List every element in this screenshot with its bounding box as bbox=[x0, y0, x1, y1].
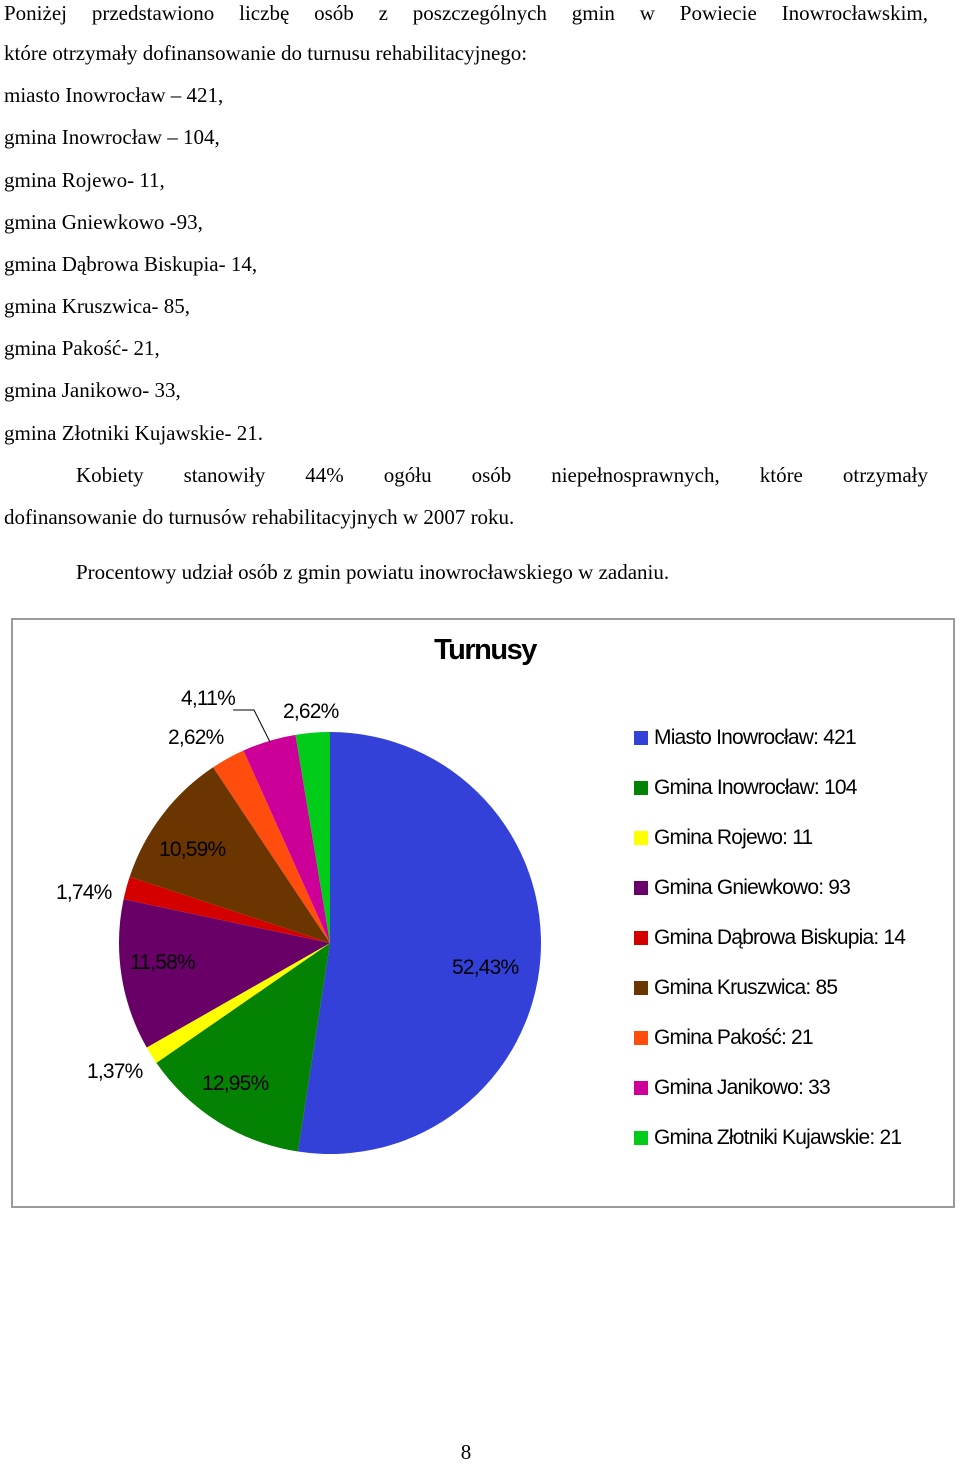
list-item: gmina Złotniki Kujawskie- 21. bbox=[4, 421, 263, 445]
chart-title: Turnusy bbox=[434, 634, 537, 666]
paragraph-line-1: Kobiety stanowiły 44% ogółu osób niepełn… bbox=[76, 463, 928, 487]
list-item: gmina Janikowo- 33, bbox=[4, 378, 181, 402]
slice-label-pakosc: 2,62% bbox=[168, 726, 224, 749]
legend-swatch bbox=[634, 981, 648, 995]
pie-slices bbox=[119, 732, 541, 1154]
slice-kruszwica bbox=[129, 767, 330, 943]
legend-swatch bbox=[634, 731, 648, 745]
legend-swatch bbox=[634, 831, 648, 845]
legend-label: Gmina Złotniki Kujawskie: 21 bbox=[654, 1126, 902, 1149]
legend-swatch bbox=[634, 781, 648, 795]
intro-line-2: które otrzymały dofinansowanie do turnus… bbox=[4, 41, 528, 65]
list-item: gmina Inowrocław – 104, bbox=[4, 125, 220, 149]
slice-janikowo bbox=[243, 734, 330, 943]
slice-label-kruszwica: 10,59% bbox=[159, 838, 226, 861]
legend-item: Gmina Rojewo: 11 bbox=[634, 824, 813, 852]
slice-label-rojewo: 1,37% bbox=[87, 1060, 143, 1083]
slice-label-gmina-inowroclaw: 12,95% bbox=[202, 1072, 269, 1095]
legend-label: Gmina Pakość: 21 bbox=[654, 1026, 814, 1049]
slice-label-dabrowa-biskupia: 1,74% bbox=[56, 881, 112, 904]
list-item: gmina Gniewkowo -93, bbox=[4, 210, 203, 234]
slice-label-miasto-inowroclaw: 52,43% bbox=[452, 956, 519, 979]
slice-gmina-inowroclaw bbox=[156, 943, 330, 1152]
legend-item: Gmina Janikowo: 33 bbox=[634, 1074, 831, 1102]
slice-label-zlotniki: 2,62% bbox=[283, 700, 339, 723]
legend-label: Gmina Inowrocław: 104 bbox=[654, 776, 857, 799]
slice-label-janikowo: 4,11% bbox=[181, 687, 236, 710]
legend-item: Miasto Inowrocław: 421 bbox=[634, 724, 857, 752]
legend-swatch bbox=[634, 1031, 648, 1045]
legend-label: Gmina Kruszwica: 85 bbox=[654, 976, 838, 999]
legend-item: Gmina Kruszwica: 85 bbox=[634, 974, 838, 1002]
list-item: gmina Dąbrowa Biskupia- 14, bbox=[4, 252, 258, 276]
slice-pakosc bbox=[213, 750, 330, 943]
legend-item: Gmina Gniewkowo: 93 bbox=[634, 874, 851, 902]
list-item: gmina Pakość- 21, bbox=[4, 336, 160, 360]
legend-label: Gmina Dąbrowa Biskupia: 14 bbox=[654, 926, 906, 949]
list-item: gmina Rojewo- 11, bbox=[4, 168, 165, 192]
legend-item: Gmina Pakość: 21 bbox=[634, 1024, 814, 1052]
list-item: miasto Inowrocław – 421, bbox=[4, 83, 224, 107]
slice-label-gniewkowo: 11,58% bbox=[130, 951, 196, 974]
legend-swatch bbox=[634, 881, 648, 895]
slice-dabrowa-biskupia bbox=[123, 876, 330, 943]
list-item: gmina Kruszwica- 85, bbox=[4, 294, 191, 318]
intro-line-1: Poniżej przedstawiono liczbę osób z posz… bbox=[4, 1, 928, 25]
paragraph-line-2: dofinansowanie do turnusów rehabilitacyj… bbox=[4, 505, 515, 529]
legend-swatch bbox=[634, 1131, 648, 1145]
legend-item: Gmina Dąbrowa Biskupia: 14 bbox=[634, 924, 906, 952]
chart-caption: Procentowy udział osób z gmin powiatu in… bbox=[76, 560, 670, 584]
slice-gniewkowo bbox=[119, 899, 330, 1048]
legend-item: Gmina Złotniki Kujawskie: 21 bbox=[634, 1124, 902, 1152]
leader-line bbox=[233, 709, 271, 743]
legend-label: Gmina Rojewo: 11 bbox=[654, 826, 813, 849]
legend-swatch bbox=[634, 931, 648, 945]
slice-miasto-inowroclaw bbox=[297, 732, 541, 1154]
slice-rojewo bbox=[146, 943, 330, 1063]
legend-label: Gmina Janikowo: 33 bbox=[654, 1076, 831, 1099]
legend-label: Gmina Gniewkowo: 93 bbox=[654, 876, 851, 899]
legend-swatch bbox=[634, 1081, 648, 1095]
legend-item: Gmina Inowrocław: 104 bbox=[634, 774, 857, 802]
legend-label: Miasto Inowrocław: 421 bbox=[654, 726, 857, 749]
page-number: 8 bbox=[460, 1440, 472, 1464]
leader-lines bbox=[233, 709, 271, 743]
slice-zlotniki bbox=[295, 732, 330, 943]
